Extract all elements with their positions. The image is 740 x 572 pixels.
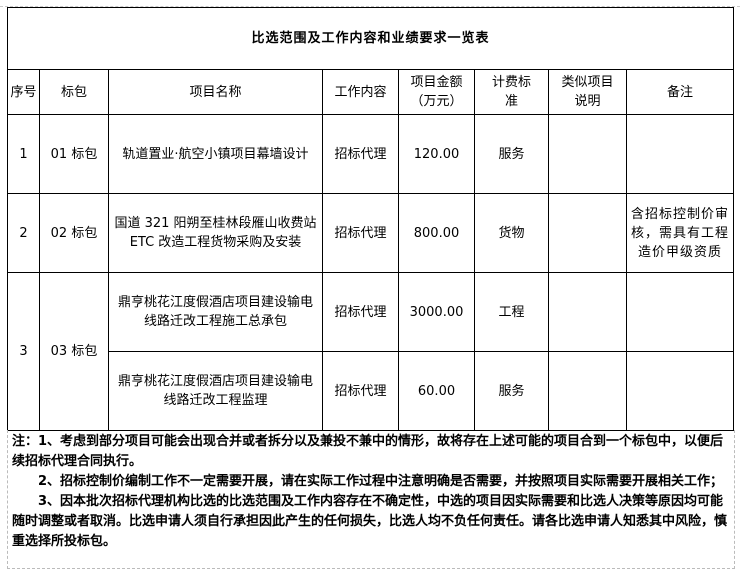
cell-name: 鼎亨桃花江度假酒店项目建设输电线路迁改工程施工总承包: [108, 272, 323, 352]
note-2: 2、招标控制价编制工作不一定需要开展，请在实际工作过程中注意明确是否需要，并按照…: [38, 474, 724, 489]
cell-similar: [548, 272, 627, 352]
cell-name: 鼎亨桃花江度假酒店项目建设输电线路迁改工程监理: [108, 351, 323, 431]
cell-package: 03 标包: [39, 272, 109, 431]
table-title: 比选范围及工作内容和业绩要求一览表: [6, 7, 735, 70]
cell-no: 1: [7, 114, 40, 194]
scope-table: 比选范围及工作内容和业绩要求一览表 序号 标包 项目名称 工作内容 项目金额（万…: [6, 7, 735, 431]
cell-similar: [548, 193, 627, 273]
header-standard: 计费标准: [474, 69, 549, 115]
cell-no: 2: [7, 193, 40, 273]
cell-name: 国道 321 阳朔至桂林段雁山收费站 ETC 改造工程货物采购及安装: [108, 193, 323, 273]
cell-remark: [625, 351, 735, 431]
table-row: 1 01 标包 轨道置业·航空小镇项目幕墙设计 招标代理 120.00 服务: [7, 114, 735, 194]
header-no: 序号: [7, 69, 40, 115]
notes-section: 注：1、考虑到部分项目可能会出现合并或者拆分以及兼投不兼中的情形，故将存在上述可…: [7, 430, 735, 569]
cell-standard: 服务: [474, 114, 549, 194]
page-top-border: [0, 0, 740, 7]
cell-standard: 工程: [474, 272, 549, 352]
header-work: 工作内容: [322, 69, 399, 115]
cell-amount: 120.00: [398, 114, 475, 194]
header-remark: 备注: [625, 69, 735, 115]
cell-remark: 含招标控制价审核，需具有工程造价甲级资质: [625, 193, 735, 273]
cell-work: 招标代理: [322, 272, 399, 352]
cell-remark: [625, 114, 735, 194]
header-name: 项目名称: [108, 69, 323, 115]
header-row: 序号 标包 项目名称 工作内容 项目金额（万元） 计费标准 类似项目说明 备注: [7, 69, 735, 115]
note-3: 3、因本批次招标代理机构比选的比选范围及工作内容存在不确定性，中选的项目因实际需…: [12, 494, 728, 549]
cell-remark: [625, 272, 735, 352]
table-row: 鼎亨桃花江度假酒店项目建设输电线路迁改工程监理 招标代理 60.00 服务: [8, 351, 735, 431]
table-row: 3 03 标包 鼎亨桃花江度假酒店项目建设输电线路迁改工程施工总承包 招标代理 …: [7, 272, 735, 431]
cell-amount: 800.00: [398, 193, 475, 273]
cell-standard: 货物: [474, 193, 549, 273]
cell-package: 02 标包: [39, 193, 109, 273]
cell-no: 3: [7, 272, 40, 431]
cell-name: 轨道置业·航空小镇项目幕墙设计: [108, 114, 323, 194]
header-similar: 类似项目说明: [548, 69, 627, 115]
cell-standard: 服务: [474, 351, 549, 431]
table-row: 2 02 标包 国道 321 阳朔至桂林段雁山收费站 ETC 改造工程货物采购及…: [7, 193, 735, 273]
cell-package: 01 标包: [39, 114, 109, 194]
header-package: 标包: [39, 69, 109, 115]
note-1: 注：1、考虑到部分项目可能会出现合并或者拆分以及兼投不兼中的情形，故将存在上述可…: [12, 434, 724, 469]
cell-work: 招标代理: [322, 114, 399, 194]
header-amount: 项目金额（万元）: [398, 69, 475, 115]
cell-similar: [548, 351, 627, 431]
cell-work: 招标代理: [322, 351, 399, 431]
cell-work: 招标代理: [322, 193, 399, 273]
cell-similar: [548, 114, 627, 194]
cell-amount: 60.00: [398, 351, 475, 431]
cell-amount: 3000.00: [398, 272, 475, 352]
